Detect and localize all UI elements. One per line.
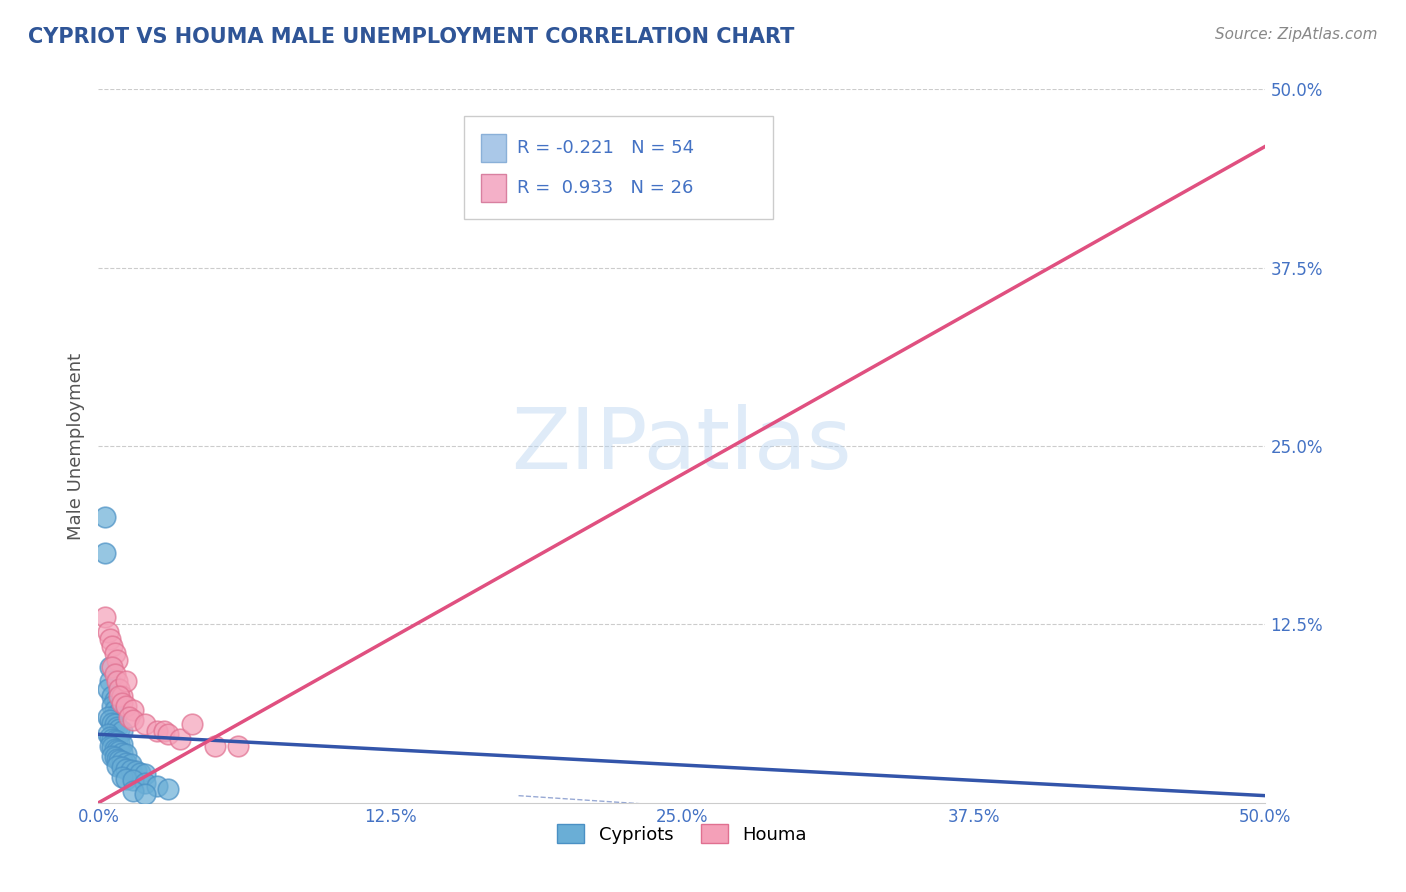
Point: [108, 744, 131, 758]
Point: [134, 717, 156, 731]
Point: [204, 739, 226, 753]
Text: Source: ZipAtlas.com: Source: ZipAtlas.com: [1215, 27, 1378, 42]
Point: [122, 703, 145, 717]
Point: [129, 765, 152, 780]
Point: [104, 741, 127, 756]
Point: [111, 746, 134, 760]
Point: [111, 696, 134, 710]
Point: [101, 748, 124, 763]
Point: [101, 715, 124, 730]
Point: [98, 730, 121, 744]
Point: [108, 681, 131, 696]
Point: [111, 737, 134, 751]
Point: [101, 639, 124, 653]
Point: [115, 756, 138, 770]
Point: [111, 760, 134, 774]
Point: [122, 713, 145, 727]
Y-axis label: Male Unemployment: Male Unemployment: [66, 352, 84, 540]
Point: [125, 764, 148, 779]
Point: [105, 734, 128, 748]
Text: CYPRIOT VS HOUMA MALE UNEMPLOYMENT CORRELATION CHART: CYPRIOT VS HOUMA MALE UNEMPLOYMENT CORRE…: [28, 27, 794, 46]
Point: [97, 624, 120, 639]
Point: [122, 772, 145, 787]
Point: [152, 724, 174, 739]
Point: [104, 733, 127, 747]
Point: [94, 510, 117, 524]
Point: [105, 720, 128, 734]
Point: [98, 674, 121, 689]
Point: [111, 724, 134, 739]
Point: [98, 632, 121, 646]
Point: [104, 646, 127, 660]
Point: [104, 693, 127, 707]
Point: [105, 743, 128, 757]
Point: [146, 779, 169, 793]
Point: [105, 751, 128, 765]
Point: [101, 660, 124, 674]
Point: [104, 703, 127, 717]
Point: [169, 731, 191, 746]
Point: [105, 696, 128, 710]
Point: [98, 713, 121, 727]
Point: [101, 698, 124, 713]
Text: R =  0.933   N = 26: R = 0.933 N = 26: [517, 179, 693, 197]
Point: [97, 710, 120, 724]
Point: [115, 762, 138, 776]
Point: [101, 731, 124, 746]
Point: [115, 747, 138, 762]
Point: [115, 772, 138, 786]
Point: [94, 546, 117, 560]
Point: [101, 689, 124, 703]
Point: [111, 689, 134, 703]
Point: [180, 717, 202, 731]
Point: [105, 653, 128, 667]
Point: [108, 722, 131, 736]
Point: [115, 674, 138, 689]
Point: [105, 674, 128, 689]
Point: [94, 610, 117, 624]
Point: [104, 750, 127, 764]
Point: [134, 767, 156, 781]
Point: [134, 776, 156, 790]
Point: [105, 758, 128, 772]
Point: [157, 781, 180, 796]
Point: [115, 698, 138, 713]
Point: [101, 740, 124, 755]
Point: [108, 753, 131, 767]
Point: [122, 784, 145, 798]
Point: [98, 660, 121, 674]
Point: [98, 739, 121, 753]
Point: [104, 667, 127, 681]
Point: [120, 763, 142, 777]
Point: [105, 707, 128, 722]
Point: [108, 689, 131, 703]
Point: [118, 710, 141, 724]
Point: [111, 755, 134, 769]
Point: [157, 727, 180, 741]
Point: [108, 736, 131, 750]
Point: [134, 787, 156, 801]
Legend: Cypriots, Houma: Cypriots, Houma: [550, 817, 814, 851]
Text: R = -0.221   N = 54: R = -0.221 N = 54: [517, 139, 695, 157]
Point: [111, 770, 134, 784]
Text: ZIPatlas: ZIPatlas: [512, 404, 852, 488]
Point: [228, 739, 250, 753]
Point: [146, 724, 169, 739]
Point: [97, 681, 120, 696]
Point: [97, 727, 120, 741]
Point: [104, 717, 127, 731]
Point: [120, 757, 142, 772]
